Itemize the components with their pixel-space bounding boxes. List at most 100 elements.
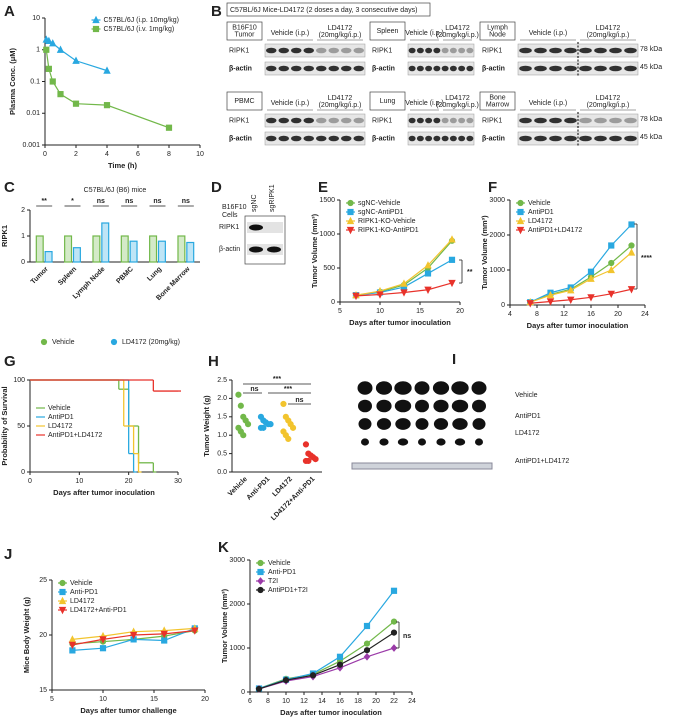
row-label: AntiPD1 [515, 413, 541, 420]
marker [400, 289, 408, 297]
blot-band [266, 47, 277, 54]
legend-label: AntiPD1+T2I [268, 587, 308, 594]
panel-letter: F [488, 179, 497, 196]
blot-band [328, 117, 339, 124]
blot-band [534, 47, 547, 54]
marker [587, 274, 595, 282]
blot-title: C57BL/6J Mice-LD4172 (2 doses a day, 3 c… [230, 7, 417, 14]
y-tick-label: 0 [331, 299, 335, 306]
marker [40, 338, 48, 346]
y-tick-label: 2.5 [217, 377, 227, 384]
blot-band [519, 47, 532, 54]
size-marker: 78 kDa [640, 46, 662, 53]
tissue-box [479, 91, 516, 111]
blot-band [579, 135, 592, 142]
group-label: Vehicle (i.p.) [271, 100, 310, 107]
marker [587, 268, 595, 275]
legend-label: AntiPD1 [48, 414, 74, 421]
significance-label: **** [641, 255, 652, 262]
marker [72, 100, 80, 107]
marker [257, 559, 264, 567]
significance-label: ** [467, 269, 473, 276]
tissue-box [369, 91, 406, 111]
legend-label: C57BL/6J (i.v. 1mg/kg) [104, 26, 175, 33]
blot-band [441, 65, 449, 72]
blot-band [549, 47, 562, 54]
blot-band [316, 117, 327, 124]
legend-label: Vehicle [268, 560, 291, 567]
tumor [418, 438, 426, 446]
blot-band [624, 135, 637, 142]
significance-label: * [71, 198, 74, 205]
blot-band [534, 65, 547, 72]
marker [376, 291, 384, 299]
blot-strip [407, 61, 475, 76]
blot-strip [264, 61, 366, 76]
y-tick-label: 1.0 [217, 432, 227, 439]
tumor [415, 418, 429, 430]
y-tick-label: 3000 [489, 197, 505, 204]
cells-label: B16F10 [222, 204, 247, 211]
marker [567, 286, 575, 294]
y-tick-label: 0.01 [26, 110, 40, 117]
marker [43, 46, 50, 53]
x-tick-label: 0 [28, 478, 32, 485]
marker [92, 15, 100, 24]
x-tick-label: 8 [167, 151, 171, 158]
blot-band [441, 47, 449, 54]
y-tick-label: 2 [21, 207, 25, 214]
blot-band [341, 65, 352, 72]
blot-strip [407, 131, 475, 146]
blot-band [408, 47, 416, 54]
tissue-box [226, 21, 263, 41]
x-tick-label: 2 [74, 151, 78, 158]
legend-label: Vehicle [48, 405, 71, 412]
blot-band [408, 135, 416, 142]
blot-band [341, 135, 352, 142]
tissue-label: Spleen [377, 28, 399, 35]
group-label: Vehicle (i.p.) [529, 100, 568, 107]
blot-band [449, 47, 457, 54]
y-tick-label: 50 [17, 423, 25, 430]
marker [302, 441, 310, 448]
marker [165, 124, 173, 131]
row-label: LD4172 [515, 430, 540, 437]
tumor [414, 381, 430, 395]
x-tick-label: 30 [174, 478, 182, 485]
x-tick-label: 10 [282, 698, 290, 705]
tumor [433, 399, 449, 413]
marker [336, 653, 344, 660]
marker [45, 65, 52, 72]
significance-label: *** [273, 376, 281, 383]
lane-label: sgNC [251, 194, 258, 212]
y-tick-label: 0.5 [217, 450, 227, 457]
marker [92, 25, 100, 33]
tumor [452, 418, 468, 430]
y-axis-label: RIPK1 [0, 225, 9, 247]
blot-band [564, 47, 577, 54]
marker [448, 235, 456, 243]
group-label: (20mg/kg/i.p.) [436, 102, 479, 109]
x-tick-label: PBMC [115, 266, 135, 286]
blot-band [416, 65, 424, 72]
marker [336, 661, 344, 668]
row-label: RIPK1 [372, 117, 392, 124]
bar [64, 235, 73, 263]
legend-label: C57BL/6J (i.p. 10mg/kg) [104, 17, 179, 24]
blot-band [466, 47, 474, 54]
marker [346, 216, 355, 225]
tumor [376, 418, 392, 430]
tissue-label: Lymph [487, 24, 508, 31]
blot-band [303, 65, 314, 72]
blot-band [353, 47, 364, 54]
marker [244, 421, 252, 428]
tumor [395, 418, 411, 430]
blot-band [549, 117, 562, 124]
y-tick-label: 0 [21, 259, 25, 266]
marker [363, 647, 371, 654]
legend-label: Vehicle [528, 200, 551, 207]
blot-band [594, 47, 607, 54]
x-tick-label: 20 [125, 478, 133, 485]
marker [608, 259, 615, 267]
